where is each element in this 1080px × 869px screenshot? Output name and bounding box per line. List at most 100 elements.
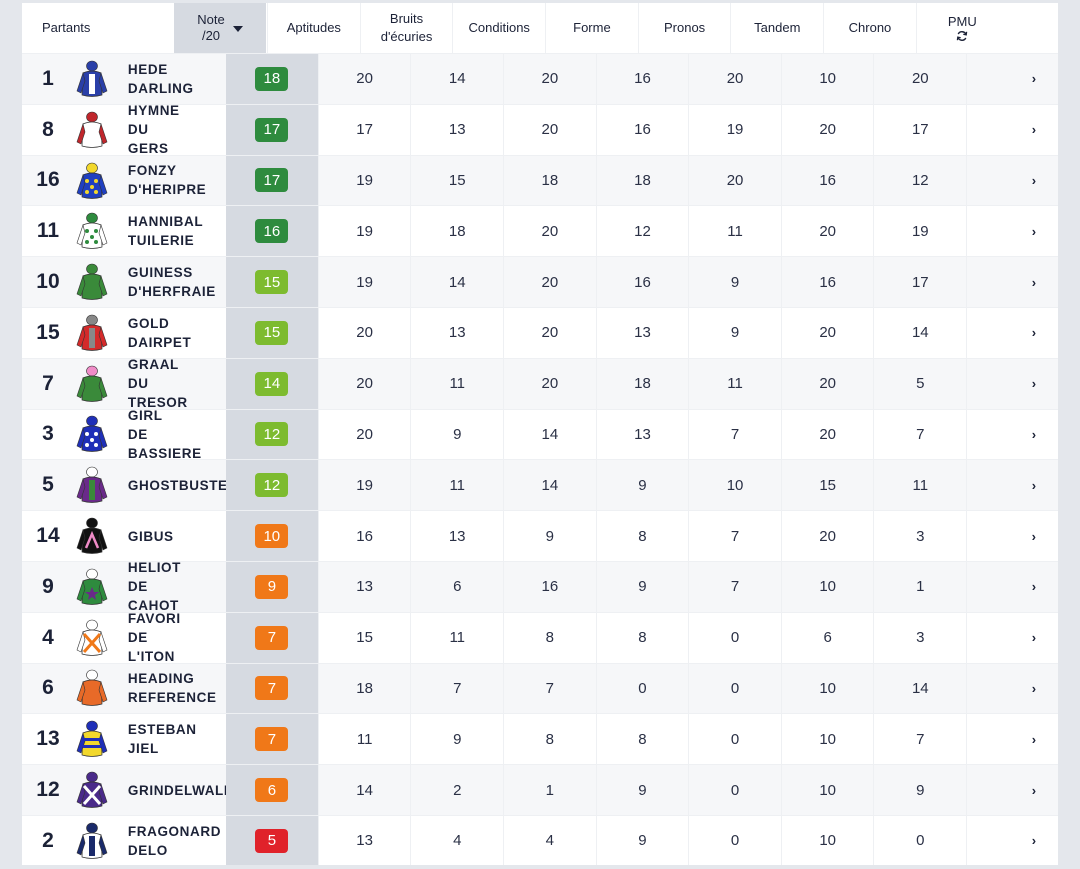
note-cell: 7 xyxy=(225,612,318,663)
chevron-right-icon[interactable]: › xyxy=(1031,782,1037,798)
pmu-cell[interactable]: › xyxy=(966,561,1058,612)
header-pmu-label: PMU xyxy=(947,14,977,29)
chevron-right-icon[interactable]: › xyxy=(1031,223,1037,239)
pmu-cell[interactable]: › xyxy=(966,409,1058,460)
table-row[interactable]: 2 FRAGONARD DELO 5 13 4 4 9 0 10 0 › xyxy=(22,814,1058,865)
horse-name[interactable]: FONZY D'HERIPRE xyxy=(127,163,207,198)
horse-name[interactable]: ESTEBAN JIEL xyxy=(127,722,197,757)
horse-name[interactable]: HEADING REFERENCE xyxy=(127,671,217,706)
pmu-cell[interactable]: › xyxy=(966,257,1058,307)
pmu-cell[interactable]: › xyxy=(966,155,1058,206)
chevron-right-icon[interactable]: › xyxy=(1031,426,1037,442)
chevron-right-icon[interactable]: › xyxy=(1031,172,1037,188)
horse-name[interactable]: GIBUS xyxy=(127,528,174,544)
horse-name[interactable]: GUINESS D'HERFRAIE xyxy=(127,265,216,300)
table-row[interactable]: 5 GHOSTBUSTER 12 19 11 14 9 10 15 11 › xyxy=(22,459,1058,511)
table-row[interactable]: 16 FONZY D'HERIPRE 17 19 15 18 18 20 16 … xyxy=(22,154,1058,206)
pmu-cell[interactable]: › xyxy=(966,815,1058,865)
horse-name[interactable]: HELIOT DE CAHOT xyxy=(127,560,182,614)
aptitudes-value: 19 xyxy=(317,206,411,257)
chevron-right-icon[interactable]: › xyxy=(1031,680,1037,696)
aptitudes-value: 20 xyxy=(317,409,411,460)
horse-number: 14 xyxy=(36,524,60,548)
bruits-value: 14 xyxy=(410,257,503,307)
chevron-right-icon[interactable]: › xyxy=(1031,833,1037,849)
chevron-right-icon[interactable]: › xyxy=(1031,477,1037,493)
pmu-cell[interactable]: › xyxy=(966,206,1058,257)
header-tandem[interactable]: Tandem xyxy=(730,3,823,53)
chevron-right-icon[interactable]: › xyxy=(1031,325,1037,341)
table-row[interactable]: 7 GRAAL DU TRESOR 14 20 11 20 18 11 20 5… xyxy=(22,357,1058,411)
pmu-cell[interactable]: › xyxy=(966,104,1058,155)
table-row[interactable]: 13 ESTEBAN JIEL 7 11 9 8 8 0 10 7 › xyxy=(22,713,1058,765)
header-pronos[interactable]: Pronos xyxy=(637,3,731,53)
horse-name[interactable]: FRAGONARD DELO xyxy=(127,823,222,858)
chevron-right-icon[interactable]: › xyxy=(1031,274,1037,290)
horse-name[interactable]: GRINDELWALD xyxy=(127,782,235,798)
forme-value: 9 xyxy=(595,561,689,612)
table-row[interactable]: 14 GIBUS 10 16 13 9 8 7 20 3 › xyxy=(22,510,1058,561)
chevron-right-icon[interactable]: › xyxy=(1031,122,1037,138)
pmu-cell[interactable]: › xyxy=(966,765,1058,815)
chevron-right-icon[interactable]: › xyxy=(1031,630,1037,646)
pronos-value: 0 xyxy=(688,815,781,865)
jockey-silk-icon xyxy=(74,460,128,510)
table-row[interactable]: 11 HANNIBAL TUILERIE 16 19 18 20 12 11 2… xyxy=(22,205,1058,257)
forme-value: 8 xyxy=(595,612,689,663)
header-conditions[interactable]: Conditions xyxy=(452,3,545,53)
note-cell: 9 xyxy=(225,561,318,612)
table-row[interactable]: 8 HYMNE DU GERS 17 17 13 20 16 19 20 17 … xyxy=(22,103,1058,157)
horse-name[interactable]: HEDE DARLING xyxy=(127,61,194,96)
horse-name[interactable]: GHOSTBUSTER xyxy=(127,477,239,493)
pmu-cell[interactable]: › xyxy=(966,54,1058,104)
header-partants[interactable]: Partants xyxy=(42,20,91,35)
chevron-right-icon[interactable]: › xyxy=(1031,71,1037,87)
forme-value: 12 xyxy=(595,206,689,257)
pmu-cell[interactable]: › xyxy=(966,612,1058,663)
pmu-cell[interactable]: › xyxy=(966,358,1058,409)
table-row[interactable]: 4 FAVORI DE L'ITON 7 15 11 8 8 0 6 3 › xyxy=(22,611,1058,665)
tandem-value: 16 xyxy=(780,257,874,307)
horse-name[interactable]: GOLD DAIRPET xyxy=(127,315,192,350)
chrono-value: 3 xyxy=(873,612,966,663)
pmu-cell[interactable]: › xyxy=(966,460,1058,511)
note-badge: 17 xyxy=(255,168,289,193)
refresh-icon[interactable] xyxy=(956,30,968,42)
horse-name[interactable]: FAVORI DE L'ITON xyxy=(127,611,181,665)
pronos-value: 11 xyxy=(688,206,781,257)
header-pmu[interactable]: PMU xyxy=(915,3,1008,53)
table-row[interactable]: 1 HEDE DARLING 18 20 14 20 16 20 10 20 › xyxy=(22,53,1058,104)
header-note-sort[interactable]: Note /20 xyxy=(174,3,266,53)
table-row[interactable]: 10 GUINESS D'HERFRAIE 15 19 14 20 16 9 1… xyxy=(22,256,1058,307)
table-row[interactable]: 15 GOLD DAIRPET 15 20 13 20 13 9 20 14 › xyxy=(22,306,1058,358)
pmu-cell[interactable]: › xyxy=(966,511,1058,561)
header-forme[interactable]: Forme xyxy=(545,3,638,53)
table-row[interactable]: 3 GIRL DE BASSIERE 12 20 9 14 13 7 20 7 … xyxy=(22,407,1058,461)
table-row[interactable]: 6 HEADING REFERENCE 7 18 7 7 0 0 10 14 › xyxy=(22,662,1058,714)
table-header: Partants Note /20 Aptitudes Bruits d'écu… xyxy=(22,3,1058,53)
chevron-right-icon[interactable]: › xyxy=(1031,731,1037,747)
conditions-value: 4 xyxy=(503,815,596,865)
pmu-cell[interactable]: › xyxy=(966,663,1058,714)
horse-name[interactable]: HYMNE DU GERS xyxy=(127,103,180,157)
horse-name[interactable]: HANNIBAL TUILERIE xyxy=(127,214,204,249)
horse-name[interactable]: GIRL DE BASSIERE xyxy=(127,407,202,461)
table-row[interactable]: 9 HELIOT DE CAHOT 9 13 6 16 9 7 10 1 › xyxy=(22,560,1058,614)
horse-number: 11 xyxy=(36,219,60,243)
header-chrono[interactable]: Chrono xyxy=(823,3,916,53)
pmu-cell[interactable]: › xyxy=(966,714,1058,765)
chevron-right-icon[interactable]: › xyxy=(1031,376,1037,392)
chevron-right-icon[interactable]: › xyxy=(1031,579,1037,595)
header-bruits[interactable]: Bruits d'écuries xyxy=(359,3,453,53)
horse-name[interactable]: GRAAL DU TRESOR xyxy=(127,357,188,411)
jockey-silk-icon xyxy=(74,54,128,104)
jockey-silk-icon xyxy=(74,206,128,256)
horse-number: 5 xyxy=(42,473,54,497)
bruits-value: 7 xyxy=(410,663,503,714)
bruits-value: 13 xyxy=(410,511,503,561)
table-row[interactable]: 12 GRINDELWALD 6 14 2 1 9 0 10 9 › xyxy=(22,764,1058,815)
pmu-cell[interactable]: › xyxy=(966,307,1058,358)
header-aptitudes[interactable]: Aptitudes xyxy=(267,3,360,53)
chevron-right-icon[interactable]: › xyxy=(1031,528,1036,544)
pronos-value: 9 xyxy=(688,257,781,307)
